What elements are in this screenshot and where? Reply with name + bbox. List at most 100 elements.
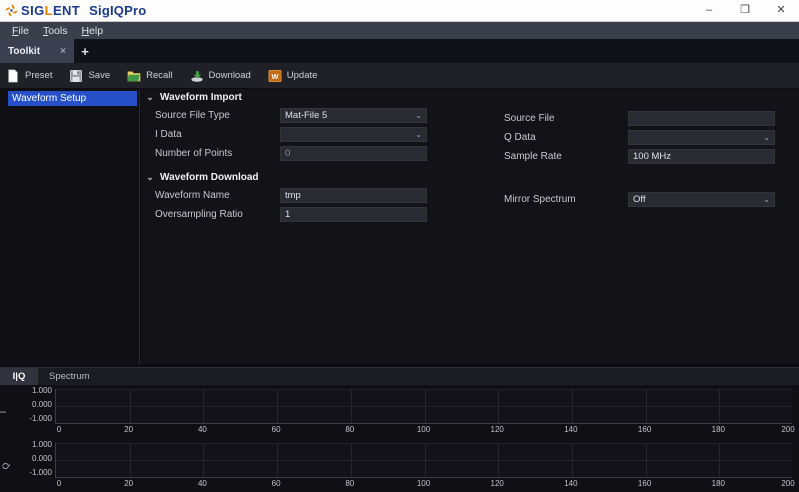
sidebar-item-waveform-setup[interactable]: Waveform Setup: [8, 91, 137, 106]
recall-label: Recall: [146, 70, 173, 81]
left-navigation-panel: Waveform Setup: [0, 89, 140, 364]
menu-help-mnemonic: H: [81, 24, 90, 37]
y-tick: 1.000: [31, 440, 52, 449]
menu-file[interactable]: File: [5, 24, 36, 38]
update-button[interactable]: W Update: [262, 64, 327, 88]
floppy-disk-icon: [70, 69, 83, 82]
group-header-waveform-import[interactable]: ⌄ Waveform Import: [141, 89, 441, 106]
label-q-data: Q Data: [504, 132, 536, 143]
grid-line-horizontal: [56, 389, 792, 390]
chevron-down-icon: ⌄: [415, 129, 422, 139]
brand-l: L: [44, 3, 53, 18]
select-q-data[interactable]: ⌄: [628, 130, 775, 145]
x-tick: 80: [345, 425, 355, 434]
row-i-data: I Data ⌄: [141, 125, 441, 144]
minimize-button[interactable]: –: [705, 4, 713, 16]
preset-label: Preset: [25, 70, 53, 81]
save-button[interactable]: Save: [63, 64, 119, 88]
brand-ent: ENT: [52, 3, 81, 18]
input-sample-rate[interactable]: 100 MHz: [628, 149, 775, 164]
x-tick: 80: [345, 479, 355, 488]
x-tick: 140: [564, 479, 578, 488]
brand-sig: SIG: [21, 3, 45, 18]
x-tick: 180: [711, 479, 725, 488]
input-oversampling-ratio[interactable]: 1: [280, 207, 427, 222]
plot-area-q[interactable]: [55, 443, 792, 478]
plot-area-i[interactable]: [55, 389, 792, 424]
subplot-i: I 1.000 0.000 -1.000 0 20 40 60 80 100 120 140 1…: [0, 385, 799, 439]
label-source-file: Source File: [504, 113, 555, 124]
document-tab-strip: Toolkit × +: [0, 39, 799, 63]
row-source-file-type: Source File Type Mat-File 5 ⌄: [141, 106, 441, 125]
tab-toolkit[interactable]: Toolkit ×: [0, 39, 74, 63]
main-toolbar: Preset Save Recall Download: [0, 63, 799, 89]
x-tick: 60: [271, 479, 281, 488]
subplot-q: Q 1.000 0.000 -1.000 0 20 40 60 80 100 120 140 1…: [0, 439, 799, 492]
chevron-down-icon: ⌄: [763, 132, 770, 142]
grid-line-horizontal: [56, 406, 792, 407]
plot-dock: I|Q Spectrum I 1.000 0.000 -1.000 0 20 40 6…: [0, 367, 799, 492]
plot-tab-bar: I|Q Spectrum: [0, 368, 799, 385]
input-source-file[interactable]: [628, 111, 775, 126]
grid-line-horizontal: [56, 443, 792, 444]
brand-logo: SIGLENT: [0, 3, 80, 18]
folder-icon: [127, 70, 141, 82]
download-button[interactable]: Download: [184, 64, 260, 88]
chevron-down-icon: ⌄: [763, 194, 770, 204]
chevron-down-icon: ⌄: [415, 110, 422, 120]
input-waveform-name[interactable]: tmp: [280, 188, 427, 203]
menu-tools-mnemonic: T: [42, 24, 49, 37]
row-mirror-spectrum: Mirror Spectrum Off ⌄: [493, 190, 799, 209]
select-i-data[interactable]: ⌄: [280, 127, 427, 142]
x-tick: 120: [490, 425, 504, 434]
y-tick-labels-i: 1.000 0.000 -1.000: [12, 385, 52, 423]
label-mirror-spectrum: Mirror Spectrum: [504, 194, 576, 205]
maximize-button[interactable]: ❐: [740, 4, 750, 16]
add-tab-button[interactable]: +: [81, 43, 89, 59]
y-tick: 1.000: [31, 386, 52, 395]
close-icon[interactable]: ×: [60, 45, 66, 57]
select-mirror-spectrum[interactable]: Off ⌄: [628, 192, 775, 207]
x-tick: 0: [56, 425, 62, 434]
preset-button[interactable]: Preset: [0, 64, 61, 88]
x-tick: 100: [416, 425, 431, 434]
label-number-of-points: Number of Points: [155, 148, 233, 159]
group-header-waveform-download[interactable]: ⌄ Waveform Download: [141, 169, 441, 186]
select-mirror-spectrum-value: Off: [633, 194, 646, 205]
x-tick: 160: [637, 479, 652, 488]
select-source-file-type[interactable]: Mat-File 5 ⌄: [280, 108, 427, 123]
recall-button[interactable]: Recall: [121, 64, 181, 88]
x-tick: 40: [197, 479, 207, 488]
x-tick: 200: [781, 425, 795, 434]
label-waveform-name: Waveform Name: [155, 190, 230, 201]
close-button[interactable]: ✕: [776, 4, 786, 16]
label-oversampling-ratio: Oversampling Ratio: [155, 209, 243, 220]
title-bar: SIGLENT SigIQPro – ❐ ✕: [0, 0, 799, 22]
tab-toolkit-label: Toolkit: [8, 45, 41, 57]
x-tick-labels-i: 0 20 40 60 80 100 120 140 160 180 200: [55, 425, 795, 437]
grid-line-horizontal: [56, 460, 792, 461]
x-tick: 60: [271, 425, 281, 434]
x-tick: 160: [637, 425, 652, 434]
update-icon: W: [268, 69, 282, 82]
chevron-down-icon[interactable]: ⌄: [146, 172, 154, 182]
x-tick: 120: [490, 479, 504, 488]
group-title-waveform-download: Waveform Download: [160, 172, 259, 183]
grid-line-horizontal: [56, 423, 792, 424]
y-axis-label-i: I: [0, 411, 8, 413]
svg-text:W: W: [271, 72, 278, 81]
tab-iq[interactable]: I|Q: [0, 368, 38, 385]
chevron-down-icon[interactable]: ⌄: [146, 92, 154, 102]
brand-wordmark: SIGLENT: [21, 3, 80, 18]
input-number-of-points[interactable]: 0: [280, 146, 427, 161]
menu-tools[interactable]: Tools: [36, 24, 75, 38]
row-source-file: Source File: [493, 109, 799, 128]
y-tick: -1.000: [29, 468, 52, 477]
row-sample-rate: Sample Rate 100 MHz: [493, 147, 799, 166]
x-tick-labels-q: 0 20 40 60 80 100 120 140 160 180 200: [55, 479, 795, 491]
x-tick: 40: [197, 425, 207, 434]
tab-spectrum[interactable]: Spectrum: [38, 368, 101, 385]
settings-panel: ⌄ Waveform Import Source File Type Mat-F…: [141, 89, 799, 364]
menu-help[interactable]: Help: [74, 24, 110, 38]
download-label: Download: [208, 70, 251, 81]
